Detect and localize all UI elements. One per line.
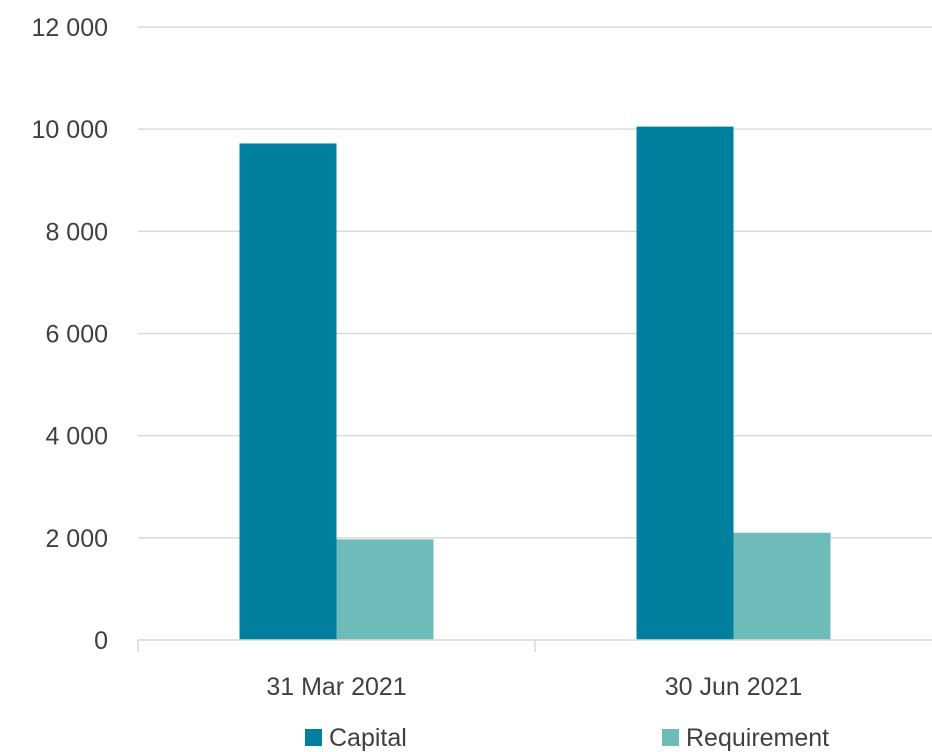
bar-capital-2 xyxy=(636,126,734,641)
x-tick-label: 31 Mar 2021 xyxy=(266,673,406,701)
x-tick-label: 30 Jun 2021 xyxy=(665,673,803,701)
bar-capital-1 xyxy=(239,143,337,640)
y-tick-label: 6 000 xyxy=(45,321,108,349)
axes xyxy=(137,639,932,652)
legend-swatch-requirement xyxy=(662,729,679,746)
y-tick-label: 10 000 xyxy=(32,116,108,144)
bar-requirement-2 xyxy=(733,532,831,640)
legend-label-requirement: Requirement xyxy=(686,724,829,752)
legend-swatch-capital xyxy=(305,729,322,746)
legend-label-capital: Capital xyxy=(329,724,407,752)
bars xyxy=(239,126,831,641)
x-tick-labels: 31 Mar 2021 30 Jun 2021 xyxy=(266,673,802,701)
y-tick-label: 2 000 xyxy=(45,525,108,553)
y-tick-labels: 0 2 000 4 000 6 000 8 000 10 000 12 000 xyxy=(32,14,108,655)
bar-requirement-1 xyxy=(336,539,434,640)
y-tick-label: 4 000 xyxy=(45,423,108,451)
y-tick-label: 12 000 xyxy=(32,14,108,42)
legend: Capital Requirement xyxy=(305,724,829,752)
y-tick-label: 8 000 xyxy=(45,218,108,246)
y-tick-label: 0 xyxy=(94,627,108,655)
